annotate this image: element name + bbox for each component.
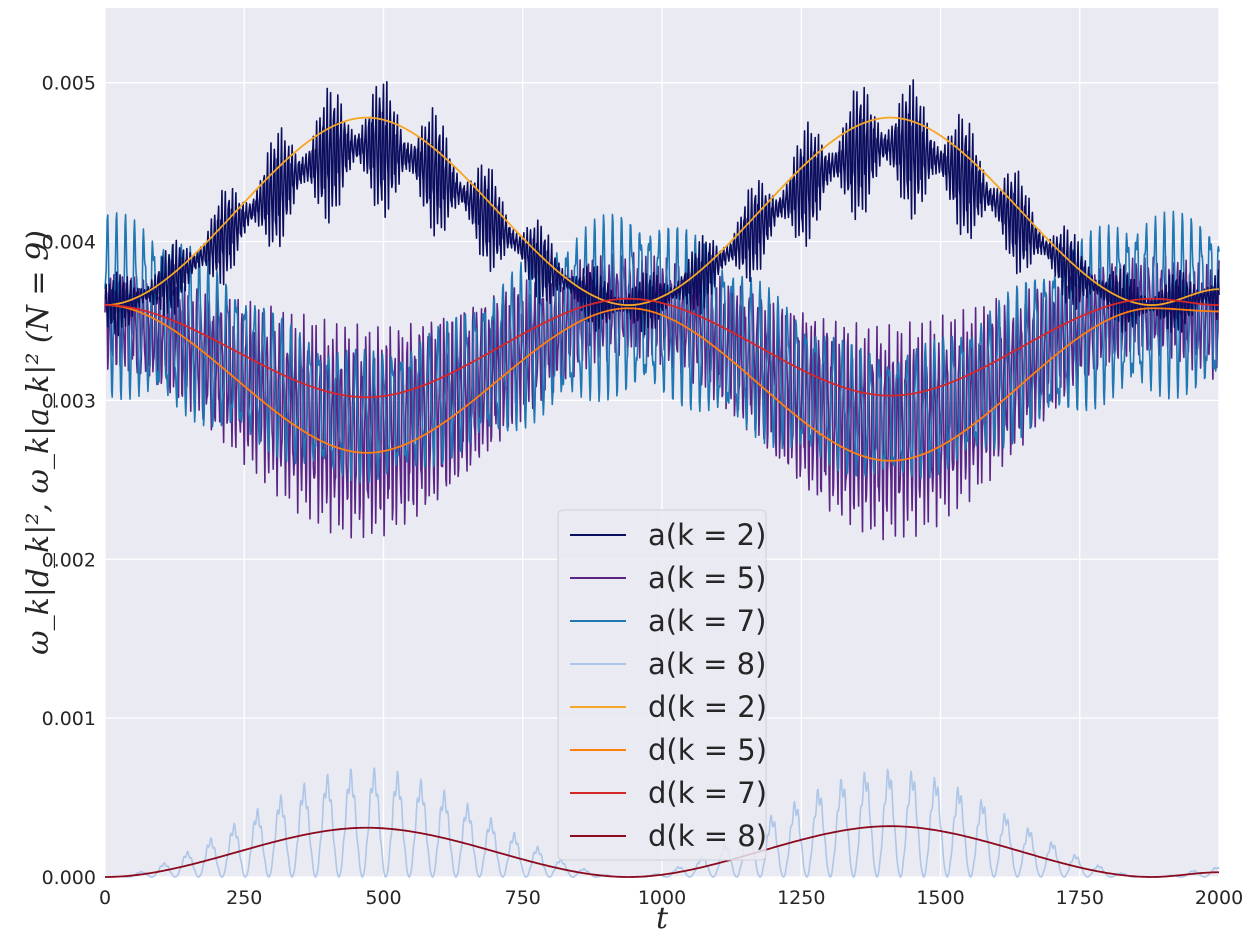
x-tick-label: 1750 — [1056, 887, 1104, 909]
legend: a(k = 2) a(k = 5) a(k = 7) a(k = 8) d(k = 2)… — [557, 509, 767, 861]
y-tick-label: 0.000 — [42, 867, 96, 889]
legend-entry: a(k = 8) — [648, 647, 766, 681]
x-tick-label: 0 — [99, 887, 111, 909]
series-layer — [104, 79, 1220, 878]
x-tick-label: 1500 — [916, 887, 964, 909]
ticks: 0 250 500 750 1000 1250 1500 1750 2000 0.000 0.001… — [42, 73, 1244, 909]
series-line-a(k = 7) — [104, 210, 1220, 484]
legend-entry: a(k = 2) — [648, 518, 766, 552]
legend-entry: d(k = 8) — [648, 819, 767, 853]
series-line-d(k = 5) — [104, 304, 1220, 462]
x-tick-label: 500 — [365, 887, 401, 909]
x-tick-label: 1000 — [638, 887, 686, 909]
series-line-d(k = 7) — [104, 297, 1220, 399]
y-axis-label-group: ω_k|d_k|², ω_k|a_k|² (N = 9) — [21, 230, 56, 655]
x-axis-label: t — [656, 901, 669, 936]
y-tick-label: 0.005 — [42, 73, 96, 95]
y-tick-label: 0.004 — [42, 232, 96, 254]
y-tick-label: 0.001 — [42, 708, 96, 730]
series-line-d(k = 8) — [104, 825, 1220, 878]
x-tick-label: 1250 — [777, 887, 825, 909]
y-axis-label: ω_k|d_k|², ω_k|a_k|² (N = 9) — [21, 230, 56, 655]
legend-entry: d(k = 5) — [648, 733, 767, 767]
legend-entry: d(k = 2) — [648, 690, 767, 724]
legend-entry: a(k = 5) — [648, 561, 766, 595]
y-tick-label: 0.003 — [42, 390, 96, 412]
legend-entry: a(k = 7) — [648, 604, 766, 638]
x-tick-label: 2000 — [1195, 887, 1243, 909]
legend-entry: d(k = 7) — [648, 776, 767, 810]
x-tick-label: 250 — [226, 887, 262, 909]
series-line-a(k = 2) — [104, 79, 1220, 337]
y-tick-label: 0.002 — [42, 549, 96, 571]
x-tick-label: 750 — [505, 887, 541, 909]
series-line-d(k = 2) — [104, 116, 1220, 306]
legend-box — [557, 509, 767, 861]
